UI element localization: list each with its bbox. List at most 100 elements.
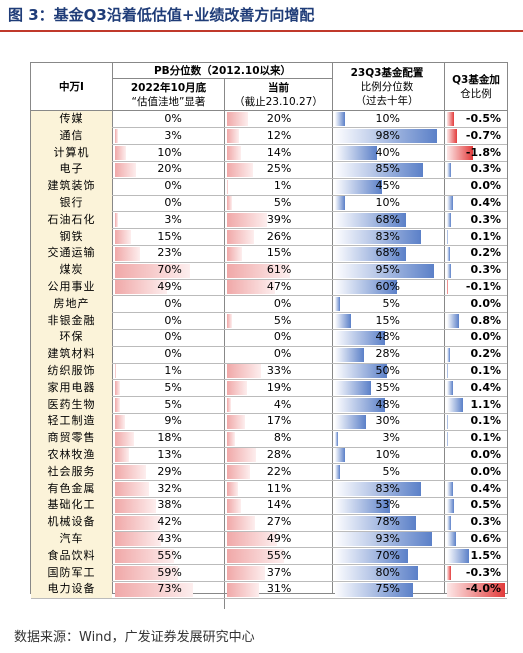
fund_alloc-value: 3% [382,431,400,445]
pb_2022-value: 1% [164,364,182,377]
row-divider [31,530,507,531]
change-bar [447,146,474,160]
pb_now-bar [227,263,290,278]
change-bar [447,230,449,244]
change-value: -0.1% [465,280,501,293]
source-note: 数据来源：Wind，广发证券发展研究中心 [14,630,255,645]
header-line: 仓比例 [460,88,492,100]
change-bar [447,381,453,396]
pb_now-value: 14% [266,498,292,512]
change-value: 1.5% [470,548,501,562]
pb_now-value: 28% [266,448,292,461]
pb_now-bar [227,414,245,429]
change-value: 0.4% [470,481,501,495]
fund_alloc-value: 83% [375,481,400,495]
header-line: （截止23.10.27） [234,96,323,108]
pb_2022-bar [115,129,119,144]
pb_2022-value: 0% [164,330,182,344]
pb_2022-bar [115,566,179,580]
industry-cell: 商贸零售 [31,430,112,447]
row-divider [31,177,507,179]
pb_now-bar [227,146,242,160]
header-line: 比例分位数 [360,81,414,93]
pb_now-value: 33% [266,364,292,377]
fund_alloc-bar [335,498,391,513]
pb_now-bar [227,431,236,446]
fund_alloc-value: 45% [375,179,400,193]
pb_2022-value: 0% [164,196,182,209]
row-divider [31,564,507,565]
industry-cell: 传媒 [31,111,112,128]
header-line: “估值洼地”显著 [131,96,206,108]
fund_alloc-bar [335,213,406,228]
pb_now-bar [227,498,242,513]
pb_2022-bar [115,465,147,480]
header-line: 23Q3基金配置 [350,67,424,79]
pb_2022-value: 0% [164,296,182,310]
pb_now-value: 0% [273,296,292,310]
change-value: 0.6% [470,532,501,545]
pb_now-value: 47% [266,280,292,293]
pb_now-value: 27% [266,515,292,529]
fund_alloc-value: 80% [375,565,400,579]
change-bar [447,482,453,496]
header-line: 当前 [268,82,289,94]
row-divider [31,194,507,195]
row-divider [31,328,507,330]
industry-cell: 有色金属 [31,480,112,498]
pb_now-value: 14% [266,145,292,159]
pb_2022-value: 15% [157,229,182,243]
pb_now-value: 11% [266,481,292,495]
pb_2022-bar [115,582,194,597]
industry-cell: 通信 [31,127,112,145]
row-divider [31,496,507,498]
fund_alloc-bar [335,381,372,396]
pb_now-bar [227,465,250,480]
fund_alloc-bar [335,146,377,160]
change-bar [447,566,452,580]
header-cell: 中万I [59,81,84,93]
pb_now-value: 5% [273,313,292,327]
industry-cell: 机械设备 [31,514,112,531]
pb_2022-value: 70% [157,263,182,277]
change-value: 0.2% [470,246,501,260]
row-divider [31,160,507,162]
fund_alloc-value: 48% [375,397,400,411]
change-value: 0.2% [470,347,501,361]
fund_alloc-bar [335,364,387,379]
row-divider [31,295,507,296]
pb_2022-bar [115,146,126,160]
pb_now-bar [227,549,284,564]
fund_alloc-value: 68% [375,246,400,260]
header-line: Q3基金加 [452,74,500,86]
change-bar [447,280,449,295]
fund_alloc-bar [335,448,346,463]
industry-cell: 建筑装饰 [31,178,112,195]
change-bar [447,196,453,211]
fund_alloc-bar [335,566,419,580]
pb_2022-value: 49% [157,280,182,293]
row-divider [31,144,507,145]
change-bar [447,162,452,177]
fund_alloc-value: 50% [375,364,400,377]
change-value: 0.0% [470,296,501,310]
change-value: -0.5% [465,112,501,125]
row-divider [31,597,507,599]
pb_2022-value: 13% [157,448,182,461]
pb_now-bar [227,230,254,244]
pb_2022-bar [115,549,174,564]
industry-cell: 电力设备 [31,581,112,599]
fund_alloc-value: 70% [375,548,400,562]
pb_2022-value: 73% [157,582,182,596]
fund_alloc-value: 35% [375,380,400,394]
pb_2022-bar [115,263,190,278]
fund_alloc-value: 60% [375,280,400,293]
change-value: 0.3% [470,515,501,529]
change-value: 0.0% [470,330,501,344]
change-value: -0.7% [465,128,501,142]
industry-cell: 基础化工 [31,497,112,515]
change-bar [447,364,449,379]
fund_alloc-bar [335,129,437,144]
pb_2022-value: 9% [164,414,182,428]
row-divider [31,446,507,447]
